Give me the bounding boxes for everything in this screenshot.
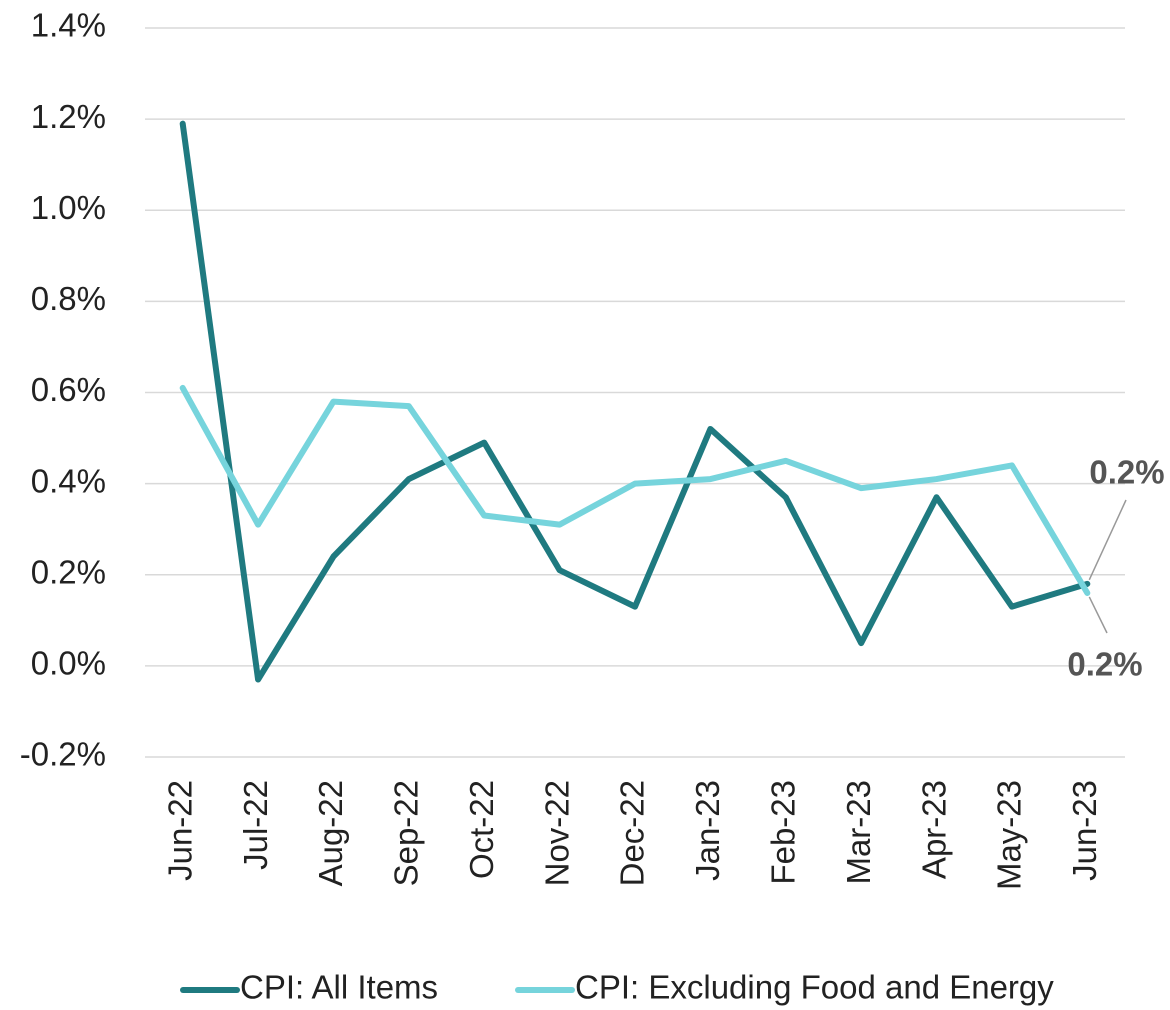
y-tick-label: 0.8%	[31, 280, 106, 317]
x-tick-label: Apr-23	[915, 780, 952, 879]
x-tick-label: Nov-22	[538, 780, 575, 886]
y-tick-label: 1.4%	[31, 7, 106, 44]
x-tick-label: Feb-23	[764, 780, 801, 885]
x-tick-label: Aug-22	[312, 780, 349, 886]
leader-line	[1088, 499, 1127, 581]
legend-label: CPI: Excluding Food and Energy	[575, 969, 1054, 1006]
x-tick-label: Oct-22	[463, 780, 500, 879]
series-line	[179, 120, 1091, 683]
x-tick-label: May-23	[991, 780, 1028, 890]
leader-line	[1088, 596, 1108, 634]
x-tick-label: Jun-22	[161, 780, 198, 881]
x-tick-label: Jan-23	[689, 780, 726, 881]
x-tick-label: Dec-22	[614, 780, 651, 886]
y-tick-label: 0.2%	[31, 553, 106, 590]
data-label: 0.2%	[1067, 646, 1142, 683]
legend-label: CPI: All Items	[240, 969, 438, 1006]
y-tick-label: 1.0%	[31, 189, 106, 226]
x-tick-label: Jul-22	[237, 780, 274, 870]
x-tick-label: Mar-23	[840, 780, 877, 885]
series-line	[179, 384, 1091, 596]
data-label: 0.2%	[1089, 454, 1164, 491]
x-tick-label: Sep-22	[388, 780, 425, 886]
x-tick-label: Jun-23	[1066, 780, 1103, 881]
y-tick-label: 0.0%	[31, 645, 106, 682]
y-tick-label: 0.4%	[31, 462, 106, 499]
y-tick-label: -0.2%	[20, 736, 106, 773]
y-tick-label: 0.6%	[31, 371, 106, 408]
y-tick-label: 1.2%	[31, 98, 106, 135]
